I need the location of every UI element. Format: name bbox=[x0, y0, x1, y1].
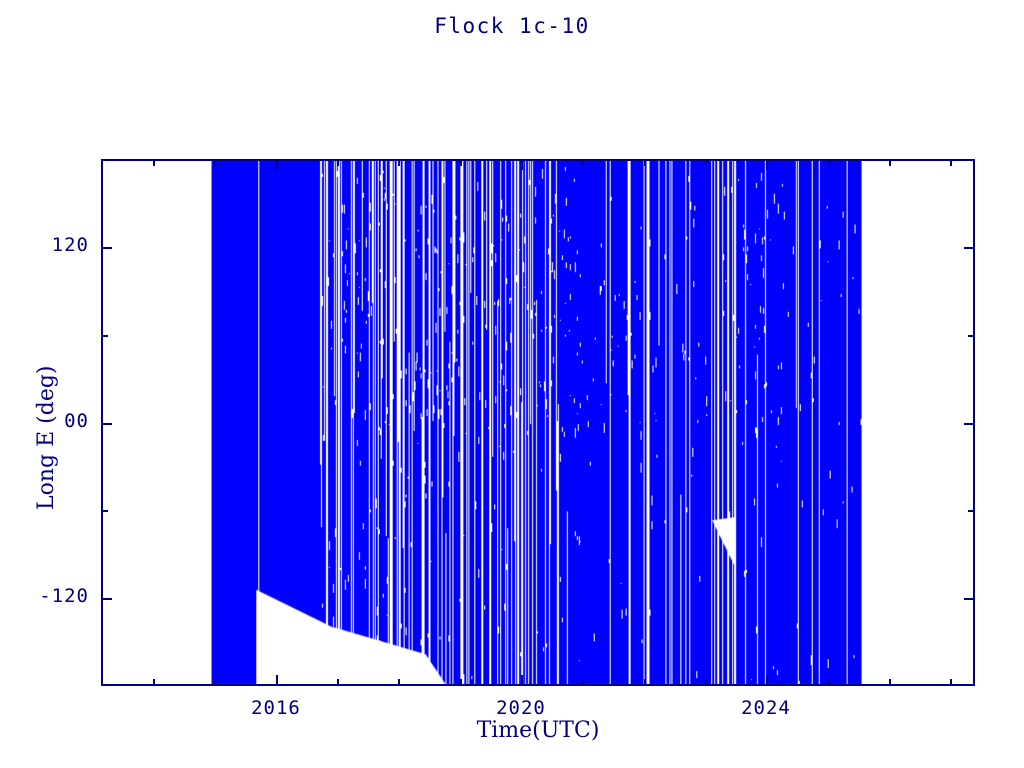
x-axis-minor-tick bbox=[398, 679, 400, 686]
x-axis-minor-tick bbox=[828, 159, 830, 166]
x-axis-minor-tick bbox=[705, 679, 707, 686]
x-axis-minor-tick bbox=[644, 679, 646, 686]
y-axis-title: Long E (deg) bbox=[34, 365, 59, 510]
x-axis-major-tick bbox=[276, 159, 278, 170]
x-axis-title: Time(UTC) bbox=[476, 718, 600, 743]
x-axis-major-tick bbox=[521, 675, 523, 686]
x-axis-minor-tick bbox=[644, 159, 646, 166]
x-axis-minor-tick bbox=[460, 679, 462, 686]
x-axis-tick-label: 2024 bbox=[741, 697, 791, 719]
x-axis-minor-tick bbox=[582, 679, 584, 686]
x-axis-minor-tick bbox=[828, 679, 830, 686]
y-axis-major-tick bbox=[964, 423, 975, 425]
y-axis-minor-tick bbox=[968, 335, 975, 337]
y-axis-tick-label: 00 bbox=[64, 410, 89, 432]
x-axis-major-tick bbox=[766, 159, 768, 170]
x-axis-minor-tick bbox=[582, 159, 584, 166]
x-axis-minor-tick bbox=[889, 159, 891, 166]
y-axis-tick-label: 120 bbox=[51, 234, 89, 256]
page-title: Flock 1c-10 bbox=[434, 14, 590, 38]
x-axis-tick-label: 2020 bbox=[496, 697, 546, 719]
y-axis-minor-tick bbox=[101, 510, 108, 512]
x-axis-minor-tick bbox=[398, 159, 400, 166]
x-axis-tick-label: 2016 bbox=[251, 697, 301, 719]
x-axis-major-tick bbox=[521, 159, 523, 170]
x-axis-minor-tick bbox=[950, 679, 952, 686]
x-axis-minor-tick bbox=[460, 159, 462, 166]
x-axis-major-tick bbox=[276, 675, 278, 686]
scatter-data-layer bbox=[103, 161, 973, 684]
y-axis-minor-tick bbox=[101, 335, 108, 337]
x-axis-minor-tick bbox=[153, 159, 155, 166]
y-axis-major-tick bbox=[964, 247, 975, 249]
plot-area bbox=[101, 159, 975, 686]
x-axis-major-tick bbox=[766, 675, 768, 686]
x-axis-minor-tick bbox=[889, 679, 891, 686]
y-axis-major-tick bbox=[101, 598, 112, 600]
y-axis-minor-tick bbox=[968, 510, 975, 512]
x-axis-minor-tick bbox=[705, 159, 707, 166]
x-axis-minor-tick bbox=[153, 679, 155, 686]
x-axis-minor-tick bbox=[337, 679, 339, 686]
y-axis-major-tick bbox=[964, 598, 975, 600]
x-axis-minor-tick bbox=[214, 159, 216, 166]
y-axis-major-tick bbox=[101, 247, 112, 249]
x-axis-minor-tick bbox=[337, 159, 339, 166]
y-axis-major-tick bbox=[101, 423, 112, 425]
y-axis-tick-label: -120 bbox=[39, 585, 89, 607]
x-axis-minor-tick bbox=[214, 679, 216, 686]
x-axis-minor-tick bbox=[950, 159, 952, 166]
